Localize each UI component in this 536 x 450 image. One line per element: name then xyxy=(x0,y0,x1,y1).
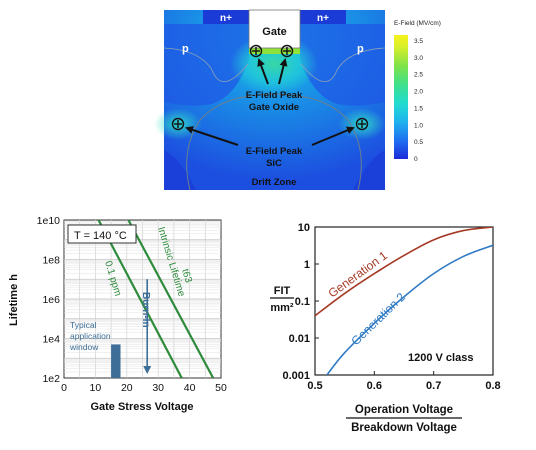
peak-marker-oxide-left xyxy=(249,44,263,58)
gate-contact xyxy=(248,9,301,49)
colorbar-ticks: 3.5 3.0 2.5 2.0 1.5 1.0 0.5 0 xyxy=(414,38,423,163)
temperature-label: T = 140 °C xyxy=(74,230,127,242)
line-generation-1 xyxy=(315,227,493,317)
fit-x-tick-label: 0.6 xyxy=(367,380,382,392)
lifetime-y-tick-label: 1e8 xyxy=(42,255,60,267)
voltage-class-label: 1200 V class xyxy=(408,352,473,364)
lifetime-x-tick-label: 30 xyxy=(152,382,164,394)
lifetime-y-tick-label: 1e6 xyxy=(42,294,60,306)
typical-window-label-2: application xyxy=(70,331,111,341)
fit-x-tick-label: 0.7 xyxy=(426,380,441,392)
label-t63: t63 xyxy=(179,268,194,285)
p-right-label: p xyxy=(357,43,364,55)
typical-application-window-bar xyxy=(111,344,121,378)
colorbar-tick-label: 3.0 xyxy=(414,55,423,62)
colorbar-tick-label: 2.5 xyxy=(414,72,423,79)
fit-xlabel-numerator: Operation Voltage xyxy=(355,404,453,416)
colorbar-tick-label: 3.5 xyxy=(414,38,423,45)
fit-xlabel-denominator: Breakdown Voltage xyxy=(351,422,457,434)
typical-window-label-3: window xyxy=(69,342,99,352)
colorbar-tick-label: 1.5 xyxy=(414,105,423,112)
lifetime-marks xyxy=(97,220,215,378)
arrow-to-oxide-right xyxy=(278,58,288,85)
lifetime-gridlines xyxy=(64,220,221,378)
lifetime-x-tick-label: 20 xyxy=(121,382,133,394)
fit-ylabel-numerator: FIT xyxy=(274,285,291,297)
peak-oxide-label-2: Gate Oxide xyxy=(249,102,299,113)
fit-y-tick-label: 0.001 xyxy=(282,370,310,382)
colorbar-tick-label: 0.5 xyxy=(414,139,423,146)
peak-oxide-label-1: E-Field Peak xyxy=(246,90,303,101)
peak-marker-sic-left xyxy=(171,117,185,131)
colorbar-tick-label: 0 xyxy=(414,156,418,163)
colorbar-tick-label: 2.0 xyxy=(414,89,423,96)
fit-x-tick-label: 0.5 xyxy=(307,380,322,392)
peak-sic-label-1: E-Field Peak xyxy=(246,146,303,157)
label-burn-in: Burn-In xyxy=(140,292,151,328)
p-left-label: p xyxy=(182,43,189,55)
n-plus-right-label: n+ xyxy=(317,13,329,24)
arrow-to-oxide-left xyxy=(257,58,269,85)
line-0-1-ppm xyxy=(97,220,183,378)
lifetime-x-tick-label: 0 xyxy=(61,382,67,394)
peak-marker-oxide-right xyxy=(280,44,294,58)
colorbar xyxy=(394,35,408,159)
colorbar-tick-label: 1.0 xyxy=(414,122,423,129)
temperature-box xyxy=(67,224,137,244)
fit-marks xyxy=(315,227,493,375)
lifetime-y-tick-label: 1e10 xyxy=(37,215,61,227)
fit-y-tick-label: 0.01 xyxy=(289,333,310,345)
lifetime-xlabel: Gate Stress Voltage xyxy=(90,401,193,413)
lifetime-y-tick-label: 1e4 xyxy=(42,334,60,346)
fit-x-tick-label: 0.8 xyxy=(485,380,500,392)
lifetime-y-tick-label: 1e2 xyxy=(42,373,60,385)
drift-zone-label: Drift Zone xyxy=(252,177,297,188)
fit-y-tick-label: 1 xyxy=(304,259,310,271)
lifetime-chart: 0 10 20 30 40 50 1e2 1e4 1e6 1e8 1e10 T = 140 °C 0… xyxy=(8,215,227,413)
fit-ticks: 0.5 0.6 0.7 0.8 10 1 0.1 0.01 0.001 xyxy=(282,222,500,392)
line-generation-2 xyxy=(326,244,493,375)
fit-y-tick-label: 0.1 xyxy=(295,296,310,308)
lifetime-ticks: 0 10 20 30 40 50 1e2 1e4 1e6 1e8 1e10 xyxy=(37,215,227,394)
lifetime-x-tick-label: 40 xyxy=(184,382,196,394)
line-t63-intrinsic xyxy=(127,220,215,378)
n-plus-left-label: n+ xyxy=(220,13,232,24)
typical-window-label-1: Typical xyxy=(70,320,97,330)
fit-ylabel-denominator: mm² xyxy=(270,302,294,314)
lifetime-x-tick-label: 10 xyxy=(90,382,102,394)
arrow-to-sic-right xyxy=(311,126,355,146)
fit-plot-area xyxy=(314,226,494,376)
peak-marker-sic-right xyxy=(355,117,369,131)
lifetime-x-tick-label: 50 xyxy=(215,382,227,394)
gate-label: Gate xyxy=(262,26,286,38)
lifetime-ylabel: Lifetime h xyxy=(8,274,20,326)
peak-sic-label-2: SiC xyxy=(266,158,282,169)
colorbar-title: E-Field (MV/cm) xyxy=(394,20,441,27)
arrow-to-sic-left xyxy=(185,126,239,146)
fit-y-tick-label: 10 xyxy=(298,222,310,234)
